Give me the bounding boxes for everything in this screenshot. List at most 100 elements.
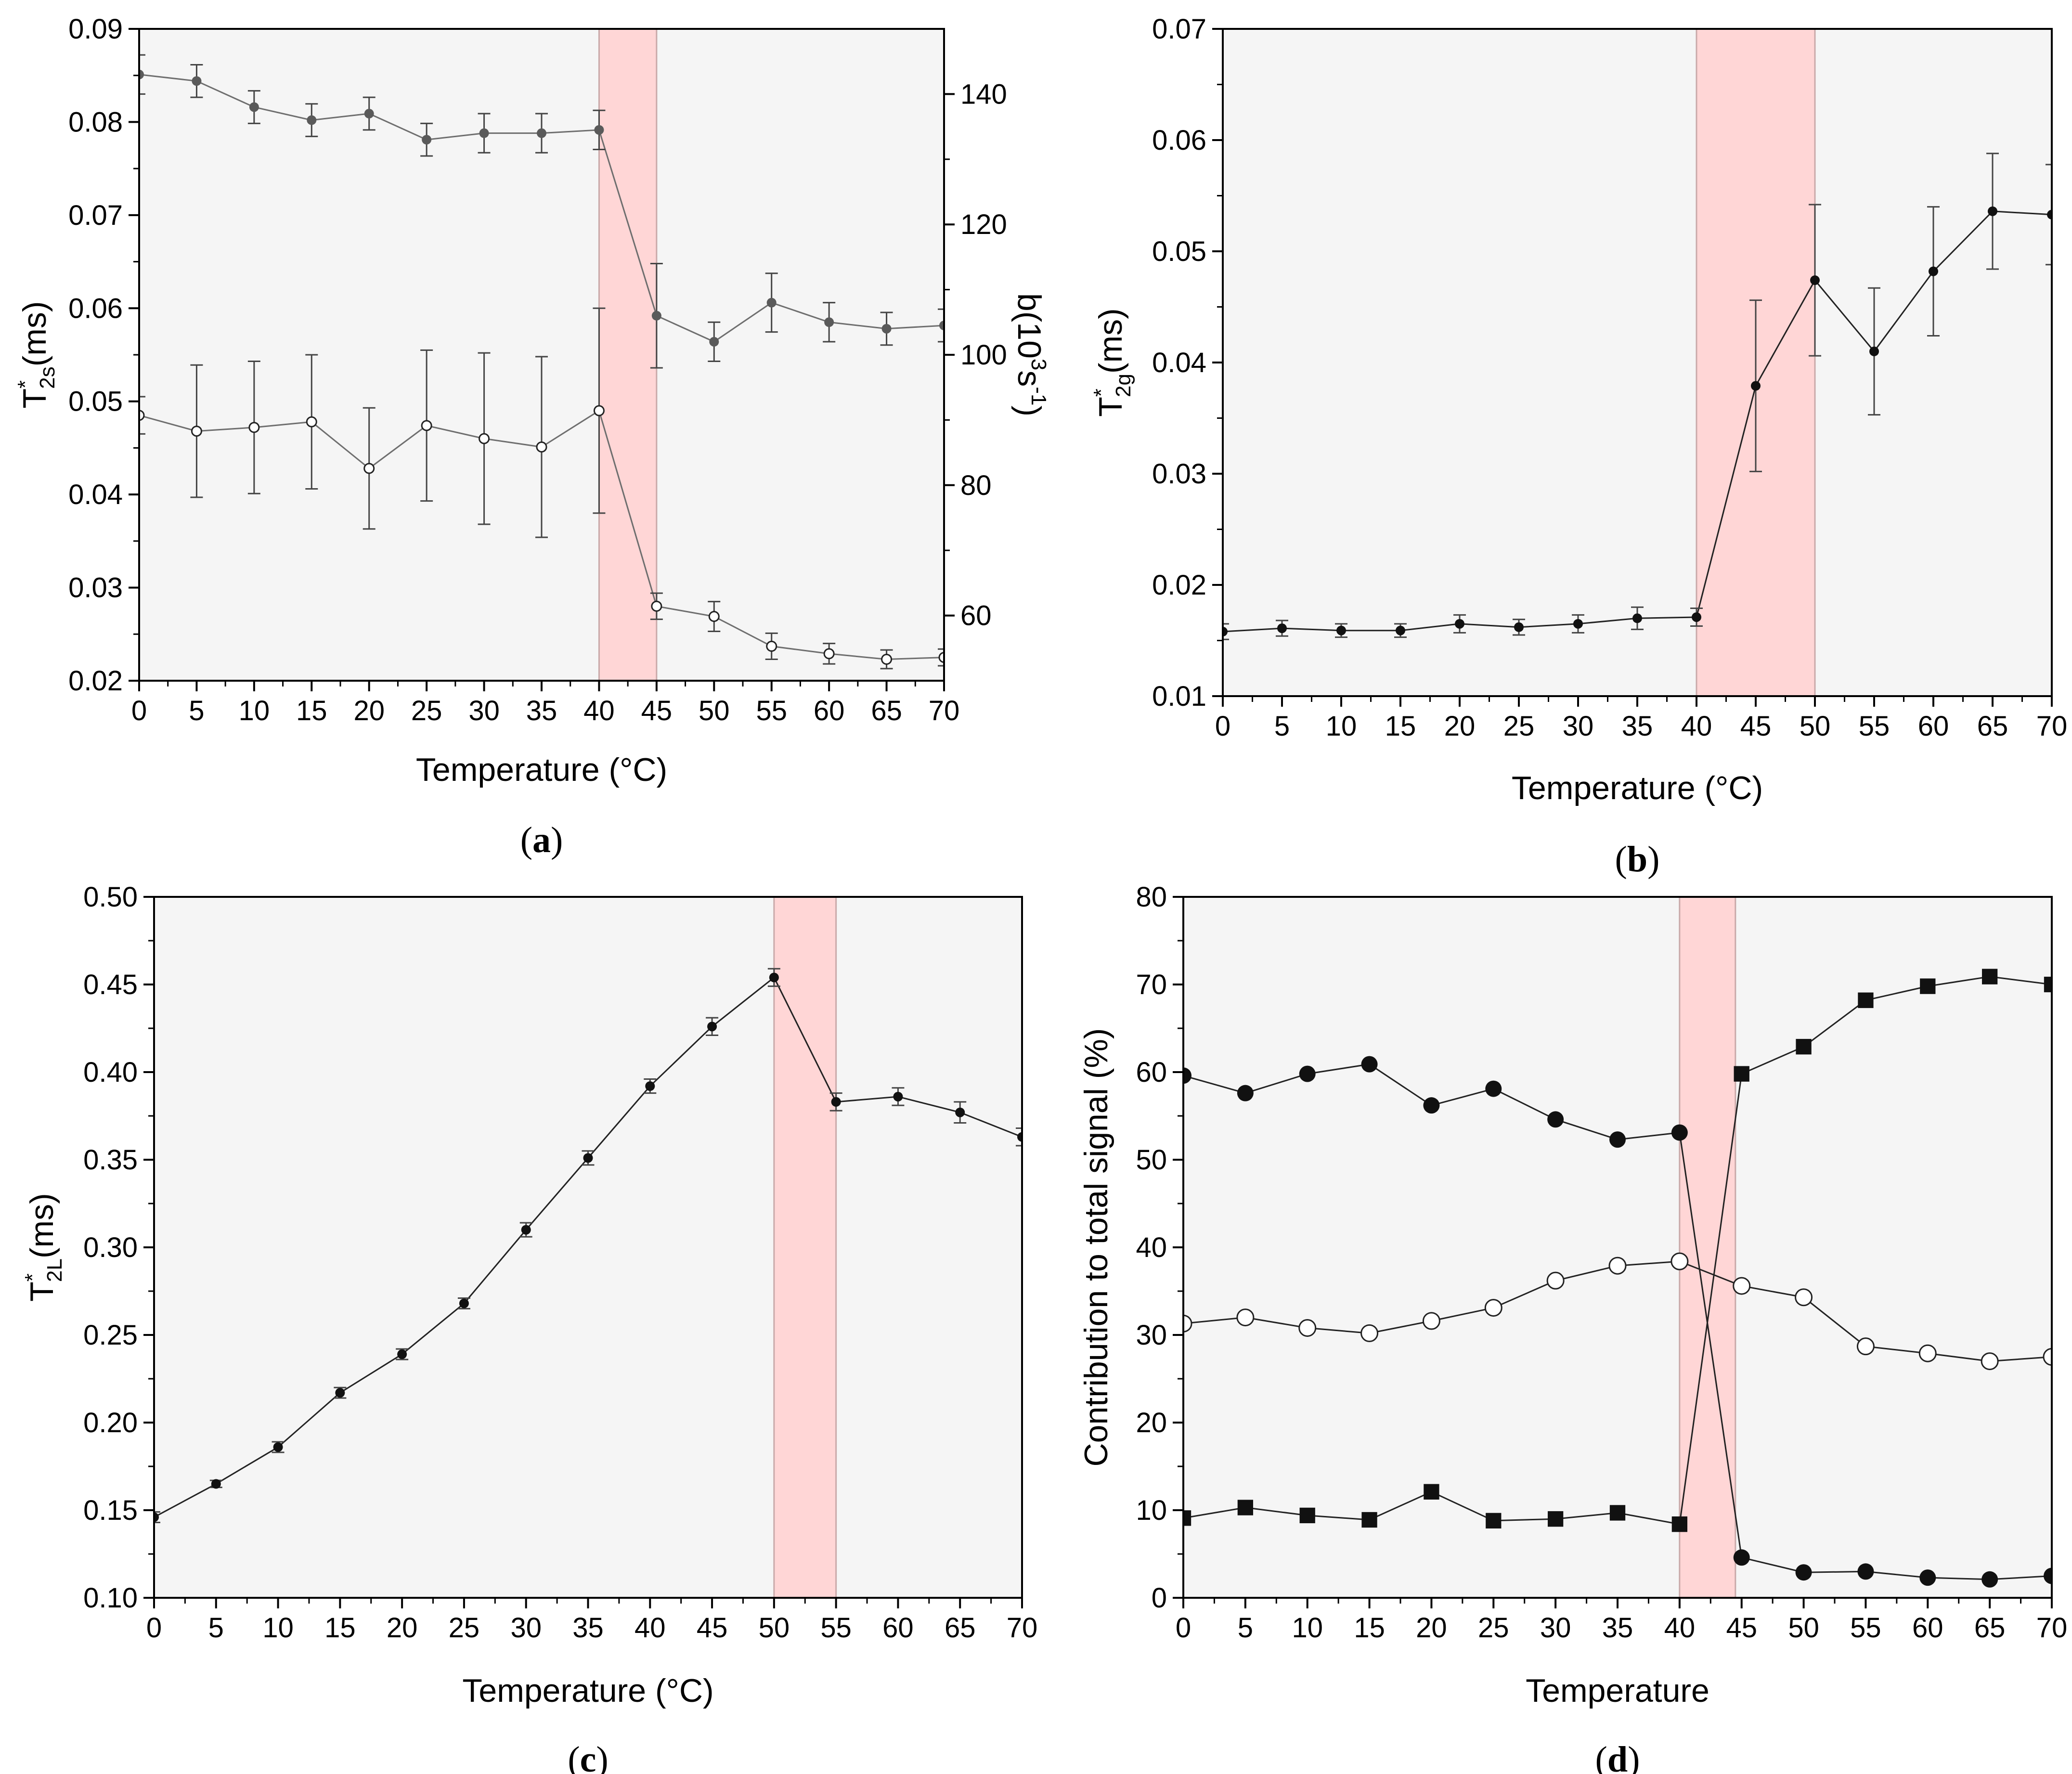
- x-tick-label: 65: [1977, 711, 2008, 742]
- data-point: [537, 128, 546, 138]
- x-tick-label: 5: [208, 1612, 224, 1644]
- y-tick-label: 0.03: [68, 572, 123, 604]
- panel-caption: (a): [520, 820, 563, 860]
- y-label-unit: (ms): [24, 1193, 60, 1258]
- y-label-main: T: [16, 388, 53, 409]
- x-tick-label: 40: [1681, 711, 1712, 742]
- data-point: [1236, 1308, 1255, 1327]
- y-label-sub: 2L: [43, 1258, 66, 1282]
- chart-panel-d: 0 5 10 15 20 25 30 35 40 45 50 55 60 65 70 0 10 20 30 40 50 6…: [1078, 881, 2067, 1774]
- x-tick-label: 20: [387, 1612, 418, 1644]
- y-tick-label: 0.02: [1152, 570, 1206, 601]
- x-tick-label: 30: [468, 695, 500, 726]
- data-point: [479, 128, 489, 138]
- data-point: [422, 135, 432, 145]
- x-tick-label: 70: [929, 695, 960, 726]
- x-tick-label: 10: [1292, 1612, 1323, 1644]
- x-axis-label: Temperature (°C): [416, 751, 667, 788]
- data-point: [1810, 275, 1820, 285]
- x-tick-label: 55: [1850, 1612, 1881, 1644]
- data-point: [1929, 266, 1938, 276]
- data-point: [307, 115, 317, 125]
- y-axis-label: Contribution to total signal (%): [1078, 1028, 1114, 1467]
- x-tick-label: 55: [756, 695, 787, 726]
- x-tick-label: 45: [697, 1612, 728, 1644]
- data-point: [139, 410, 145, 421]
- data-point: [1858, 992, 1874, 1008]
- y-label-unit: (ms): [1092, 308, 1129, 374]
- y-label-main: T: [24, 1282, 60, 1302]
- y-tick-label: 0.04: [68, 479, 123, 510]
- x-tick-label: 25: [1503, 711, 1535, 742]
- data-point: [1920, 978, 1936, 994]
- data-point: [708, 611, 720, 622]
- x-tick-label: 10: [1326, 711, 1357, 742]
- x-tick-label: 70: [2036, 1612, 2068, 1644]
- data-point: [1485, 1080, 1502, 1097]
- y-tick-label: 0.06: [68, 293, 123, 324]
- data-point: [1183, 1510, 1191, 1526]
- data-point: [1423, 1097, 1440, 1114]
- data-point: [769, 972, 779, 983]
- data-point: [766, 640, 777, 652]
- y-axis-label: T*2L(ms): [21, 1193, 66, 1302]
- data-point: [397, 1349, 407, 1360]
- x-tick-label: 20: [1444, 711, 1476, 742]
- plot-data: [1183, 969, 2052, 1588]
- data-point: [1299, 1507, 1315, 1524]
- x-tick-label: 15: [296, 695, 327, 726]
- data-point: [594, 125, 604, 135]
- data-point: [479, 433, 490, 444]
- y-tick-label: 0.50: [83, 881, 138, 913]
- plot-area: [1223, 29, 2052, 696]
- x-tick-label: 10: [262, 1612, 294, 1644]
- caption-letter: d: [1607, 1739, 1628, 1774]
- caption-paren: ): [1628, 1739, 1640, 1774]
- data-point: [2043, 1348, 2052, 1366]
- data-point: [709, 337, 719, 347]
- x-tick-label: 55: [820, 1612, 852, 1644]
- x-tick-label: 35: [526, 695, 557, 726]
- y-tick-label: 0.08: [68, 106, 123, 138]
- x-tick-label: 50: [699, 695, 730, 726]
- data-point: [421, 420, 432, 431]
- data-point: [1237, 1085, 1254, 1101]
- panel-caption: (d): [1595, 1739, 1640, 1774]
- data-point: [1223, 627, 1228, 637]
- plot-data: [154, 968, 1022, 1523]
- data-point: [1396, 625, 1405, 635]
- y2-tick-label: 60: [960, 600, 992, 632]
- y-label-sup: *: [13, 380, 37, 388]
- panel-caption: (c): [568, 1739, 608, 1774]
- plot-data: [139, 54, 944, 670]
- plot-area: [154, 897, 1022, 1598]
- caption-letter: c: [580, 1739, 596, 1774]
- data-point: [1546, 1271, 1565, 1290]
- data-point: [1183, 1067, 1191, 1084]
- caption-paren: ): [551, 820, 563, 860]
- data-point: [1671, 1252, 1689, 1270]
- data-point: [273, 1442, 283, 1452]
- x-tick-label: 65: [1974, 1612, 2006, 1644]
- data-point: [249, 102, 259, 112]
- y2-tick-label: 140: [960, 78, 1007, 110]
- x-tick-label: 60: [1918, 711, 1949, 742]
- highlight-band: [598, 28, 658, 682]
- data-point: [1857, 1563, 1874, 1580]
- x-tick-label: 45: [641, 695, 673, 726]
- x-tick-label: 35: [1602, 1612, 1633, 1644]
- data-point: [536, 441, 547, 453]
- x-tick-label: 50: [759, 1612, 790, 1644]
- data-point: [211, 1479, 221, 1489]
- y2-label-sup: -1: [1027, 387, 1050, 405]
- y-tick-label: 60: [1136, 1057, 1167, 1088]
- x-axis-label: Temperature (°C): [1512, 770, 1763, 806]
- data-point: [1609, 1505, 1626, 1521]
- data-point: [1795, 1564, 1812, 1581]
- y2-label-sup: 3: [1027, 359, 1050, 370]
- data-point: [831, 1097, 841, 1107]
- data-point: [651, 600, 662, 612]
- x-tick-label: 15: [1385, 711, 1416, 742]
- y-tick-label: 0.04: [1152, 347, 1206, 378]
- x-tick-label: 40: [583, 695, 615, 726]
